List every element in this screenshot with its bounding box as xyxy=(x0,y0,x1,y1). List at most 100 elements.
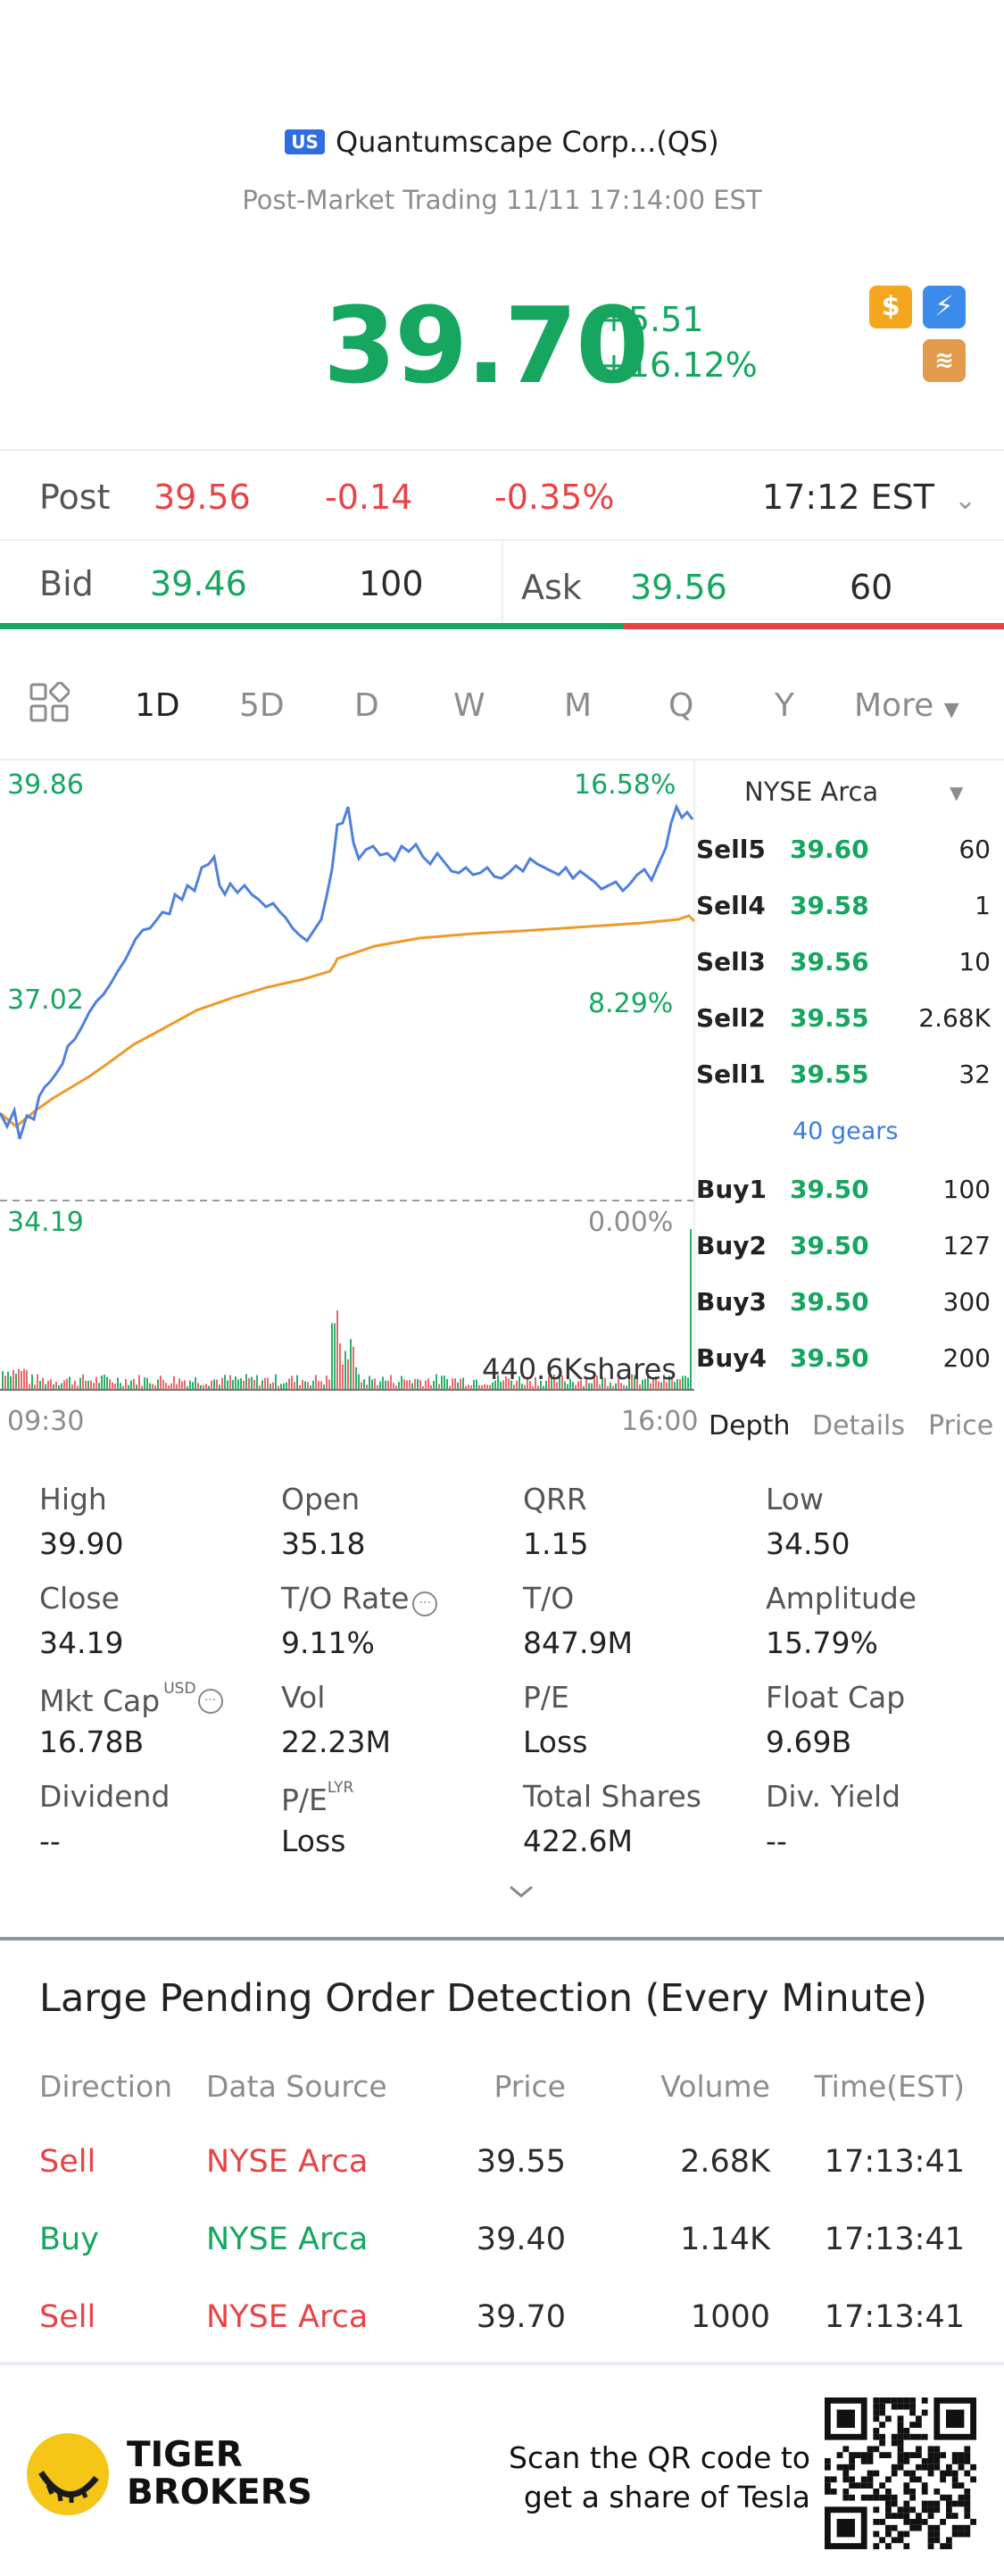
volume-bar xyxy=(243,1380,245,1390)
info-icon[interactable]: ··· xyxy=(197,1689,223,1714)
volume-bar xyxy=(462,1377,464,1390)
row-price: 39.40 xyxy=(476,2222,566,2257)
exchange-select[interactable]: NYSE Arca xyxy=(744,777,878,807)
volume-bar xyxy=(433,1380,435,1390)
order-price: 39.55 xyxy=(790,1003,869,1033)
volume-bar xyxy=(176,1384,178,1390)
stat-label-mkt-cap-text: Mkt Cap xyxy=(39,1683,161,1718)
post-time[interactable]: 17:12 EST ⌄ xyxy=(762,478,976,517)
volume-label: 440.6Kshares xyxy=(482,1352,676,1386)
volume-bar xyxy=(248,1377,250,1390)
volume-bar xyxy=(369,1375,370,1390)
tab-more[interactable]: More ▼ xyxy=(854,687,959,724)
caret-down-icon[interactable]: ▼ xyxy=(950,782,964,803)
volume-bar xyxy=(607,1385,609,1390)
volume-bar xyxy=(567,1384,568,1390)
tab-details[interactable]: Details xyxy=(812,1410,906,1442)
volume-bar xyxy=(34,1384,36,1390)
table-row[interactable]: Sell NYSE Arca 39.70 1000 17:13:41 xyxy=(0,2299,1004,2362)
volume-bar xyxy=(559,1375,560,1390)
dollar-icon[interactable]: $ xyxy=(869,286,912,328)
currency-superscript: USD xyxy=(163,1680,196,1698)
tab-w[interactable]: W xyxy=(453,687,485,724)
order-price: 39.50 xyxy=(790,1231,869,1260)
volume-bar xyxy=(398,1382,400,1390)
stat-label-pe-lyr: P/ELYR xyxy=(281,1779,353,1817)
volume-bar xyxy=(457,1382,459,1390)
volume-bar xyxy=(10,1375,12,1390)
volume-bar xyxy=(29,1384,30,1390)
volume-bar xyxy=(529,1381,531,1390)
stat-label-amplitude: Amplitude xyxy=(766,1581,917,1616)
bid-label: Bid xyxy=(39,564,94,603)
volume-bar xyxy=(109,1379,111,1390)
promo-text: Scan the QR code to get a share of Tesla xyxy=(500,2439,810,2517)
order-price: 39.50 xyxy=(790,1343,869,1373)
tab-1d[interactable]: 1D xyxy=(135,687,180,724)
volume-bar xyxy=(138,1375,140,1390)
volume-bar xyxy=(484,1384,485,1390)
volume-bar xyxy=(527,1376,528,1390)
volume-bar xyxy=(374,1378,376,1390)
volume-bar xyxy=(347,1359,349,1390)
volume-bar xyxy=(160,1375,162,1390)
volume-bar xyxy=(393,1383,394,1390)
stat-label-to: T/O xyxy=(523,1581,575,1616)
volume-bar xyxy=(660,1382,662,1390)
col-header-time: Time(EST) xyxy=(814,2069,965,2104)
volume-bar xyxy=(535,1376,536,1390)
volume-bar xyxy=(136,1384,137,1390)
stat-value-amplitude: 15.79% xyxy=(766,1625,878,1660)
order-row-buy3: Buy3 39.50 300 xyxy=(696,1287,1004,1343)
ask-quantity: 60 xyxy=(850,568,893,607)
grid-icon[interactable] xyxy=(29,681,71,723)
volume-bar xyxy=(227,1380,228,1390)
volume-bar xyxy=(395,1385,397,1390)
volume-bar xyxy=(141,1385,143,1390)
expand-chevron-icon[interactable] xyxy=(505,1882,537,1901)
volume-bar xyxy=(650,1383,651,1390)
volume-bar xyxy=(104,1375,105,1390)
tab-y[interactable]: Y xyxy=(775,687,794,724)
volume-bar xyxy=(599,1384,601,1390)
gears-link[interactable]: 40 gears xyxy=(792,1118,899,1145)
price-change-percent: +16.12% xyxy=(600,345,758,385)
order-label: Sell1 xyxy=(696,1059,766,1089)
volume-bar xyxy=(344,1350,346,1390)
volume-bar xyxy=(422,1385,424,1390)
volume-bar xyxy=(280,1384,282,1390)
tab-depth[interactable]: Depth xyxy=(709,1410,791,1442)
tab-price[interactable]: Price xyxy=(928,1410,994,1442)
volume-bar xyxy=(144,1377,145,1390)
row-direction: Sell xyxy=(39,2144,96,2180)
volume-bar xyxy=(310,1385,311,1390)
tab-d[interactable]: D xyxy=(354,687,379,724)
order-row-buy2: Buy2 39.50 127 xyxy=(696,1231,1004,1287)
tab-q[interactable]: Q xyxy=(668,687,694,724)
tab-5d[interactable]: 5D xyxy=(239,687,285,724)
tab-m[interactable]: M xyxy=(564,687,593,724)
col-header-source: Data Source xyxy=(206,2069,387,2104)
volume-bar xyxy=(387,1380,389,1390)
volume-bar xyxy=(219,1384,220,1390)
volume-bar xyxy=(87,1380,89,1390)
table-row[interactable]: Sell NYSE Arca 39.55 2.68K 17:13:41 xyxy=(0,2144,1004,2222)
table-row[interactable]: Buy NYSE Arca 39.40 1.14K 17:13:41 xyxy=(0,2222,1004,2299)
volume-bar xyxy=(152,1384,154,1390)
volume-bar xyxy=(184,1380,186,1390)
volume-bar xyxy=(195,1376,196,1390)
lightning-icon[interactable]: ⚡ xyxy=(923,286,966,328)
intraday-chart[interactable] xyxy=(0,760,696,1403)
qr-code-icon[interactable] xyxy=(825,2397,976,2549)
volume-bar xyxy=(12,1369,14,1390)
volume-bar xyxy=(178,1378,180,1390)
volume-bar xyxy=(618,1378,619,1390)
volume-bar xyxy=(208,1385,210,1390)
stack-icon[interactable]: ≋ xyxy=(923,339,966,382)
volume-bar xyxy=(489,1384,491,1390)
info-icon[interactable]: ··· xyxy=(412,1591,438,1616)
volume-bar xyxy=(545,1380,547,1390)
volume-bar xyxy=(90,1380,92,1390)
volume-bar xyxy=(690,1229,692,1390)
post-change: -0.14 xyxy=(325,478,413,517)
